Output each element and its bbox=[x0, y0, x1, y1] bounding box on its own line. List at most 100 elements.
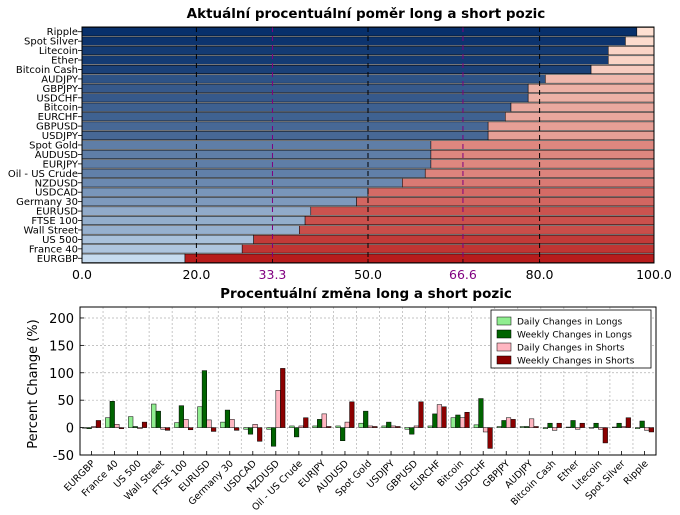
change-bar bbox=[275, 390, 281, 428]
change-bar bbox=[312, 425, 318, 428]
short-bar bbox=[527, 93, 655, 103]
change-bar bbox=[478, 398, 484, 428]
change-bar bbox=[519, 426, 525, 428]
y-tick-label: 200 bbox=[49, 312, 74, 327]
legend-swatch bbox=[496, 342, 512, 352]
short-bar bbox=[545, 74, 655, 84]
x-tick-label: 33.3 bbox=[259, 267, 287, 282]
category-label: GBPJPY bbox=[42, 84, 78, 95]
change-bar bbox=[547, 422, 553, 428]
change-bar bbox=[174, 422, 180, 428]
change-bar bbox=[565, 426, 572, 428]
legend-box bbox=[490, 309, 652, 369]
category-label: US 500 bbox=[42, 235, 78, 246]
change-bar bbox=[132, 426, 138, 428]
change-bar bbox=[625, 417, 631, 428]
change-bar bbox=[294, 427, 300, 438]
change-bar bbox=[91, 426, 97, 428]
long-bar bbox=[81, 64, 592, 74]
long-bar bbox=[81, 159, 432, 169]
change-bar bbox=[243, 427, 249, 430]
change-bar bbox=[459, 417, 466, 428]
short-bar bbox=[505, 112, 655, 122]
change-bar bbox=[363, 410, 369, 428]
change-bar bbox=[432, 413, 438, 428]
change-bar bbox=[648, 427, 654, 433]
change-bar bbox=[644, 427, 650, 431]
change-bar bbox=[155, 410, 161, 428]
short-bar bbox=[510, 102, 655, 112]
category-label: Litecoin bbox=[39, 46, 78, 57]
change-bar bbox=[289, 425, 295, 428]
bottom-chart-ylabel: Percent Change (%) bbox=[26, 319, 41, 448]
change-bar bbox=[151, 403, 157, 428]
change-bar bbox=[542, 427, 548, 429]
change-bar bbox=[593, 422, 599, 428]
change-bar bbox=[496, 426, 502, 428]
long-bar bbox=[81, 36, 626, 46]
category-label: Ether bbox=[51, 56, 79, 67]
change-bar bbox=[427, 425, 433, 428]
change-bar bbox=[141, 421, 148, 428]
change-bar bbox=[409, 427, 415, 435]
change-bar bbox=[510, 419, 516, 428]
y-tick-label: 100 bbox=[49, 367, 74, 382]
change-bar bbox=[160, 427, 166, 430]
change-bar bbox=[450, 417, 456, 428]
x-tick-label: 50.0 bbox=[354, 267, 382, 282]
change-bar bbox=[570, 420, 576, 428]
category-label: USDJPY bbox=[42, 131, 79, 142]
short-bar bbox=[402, 178, 655, 188]
short-bar bbox=[430, 159, 655, 169]
y-tick-label: -50 bbox=[53, 449, 74, 464]
short-bar bbox=[356, 197, 655, 207]
change-bar bbox=[128, 416, 134, 428]
short-bar bbox=[304, 216, 655, 226]
short-bar bbox=[430, 149, 655, 159]
change-bar bbox=[220, 421, 226, 428]
change-bar bbox=[487, 427, 493, 449]
change-bar bbox=[588, 427, 595, 429]
y-tick-label: 150 bbox=[49, 339, 74, 354]
long-bar bbox=[81, 102, 512, 112]
change-bar bbox=[257, 427, 263, 442]
long-bar bbox=[81, 149, 432, 159]
plot-frame bbox=[81, 26, 655, 264]
category-label: NZDUSD bbox=[35, 178, 79, 189]
short-bar bbox=[299, 225, 655, 235]
long-bar bbox=[81, 74, 546, 84]
change-bar bbox=[303, 417, 309, 428]
x-tick-label: 100.0 bbox=[636, 267, 672, 282]
change-bar bbox=[441, 406, 447, 428]
long-bar bbox=[81, 27, 638, 37]
change-bar bbox=[137, 427, 143, 429]
category-label: EURCHF bbox=[38, 112, 79, 123]
x-tick-label: 20.0 bbox=[182, 267, 210, 282]
category-label: Ripple bbox=[47, 27, 78, 38]
short-bar bbox=[625, 36, 655, 46]
legend-label: Weekly Changes in Shorts bbox=[517, 357, 635, 367]
legend-swatch bbox=[496, 329, 512, 339]
short-bar bbox=[607, 55, 655, 65]
category-label: FTSE 100 bbox=[31, 216, 78, 227]
change-bar bbox=[436, 404, 442, 428]
change-bar bbox=[298, 425, 304, 428]
x-tick-label: 0.0 bbox=[72, 267, 92, 282]
change-bar bbox=[381, 425, 387, 428]
short-bar bbox=[367, 187, 655, 197]
category-label: EURGBP bbox=[37, 254, 78, 265]
change-bar bbox=[229, 419, 235, 428]
x-tick-label: 80.0 bbox=[526, 267, 554, 282]
long-bar bbox=[81, 46, 609, 56]
change-bar bbox=[639, 420, 645, 428]
change-bar bbox=[386, 421, 392, 428]
change-bar bbox=[197, 406, 203, 428]
short-bar bbox=[184, 253, 655, 263]
change-bar bbox=[86, 427, 92, 429]
change-bar bbox=[335, 425, 341, 428]
change-bar bbox=[524, 426, 530, 428]
change-bar bbox=[611, 426, 618, 428]
legend-label: Daily Changes in Shorts bbox=[517, 344, 625, 354]
legend-swatch bbox=[496, 316, 512, 326]
